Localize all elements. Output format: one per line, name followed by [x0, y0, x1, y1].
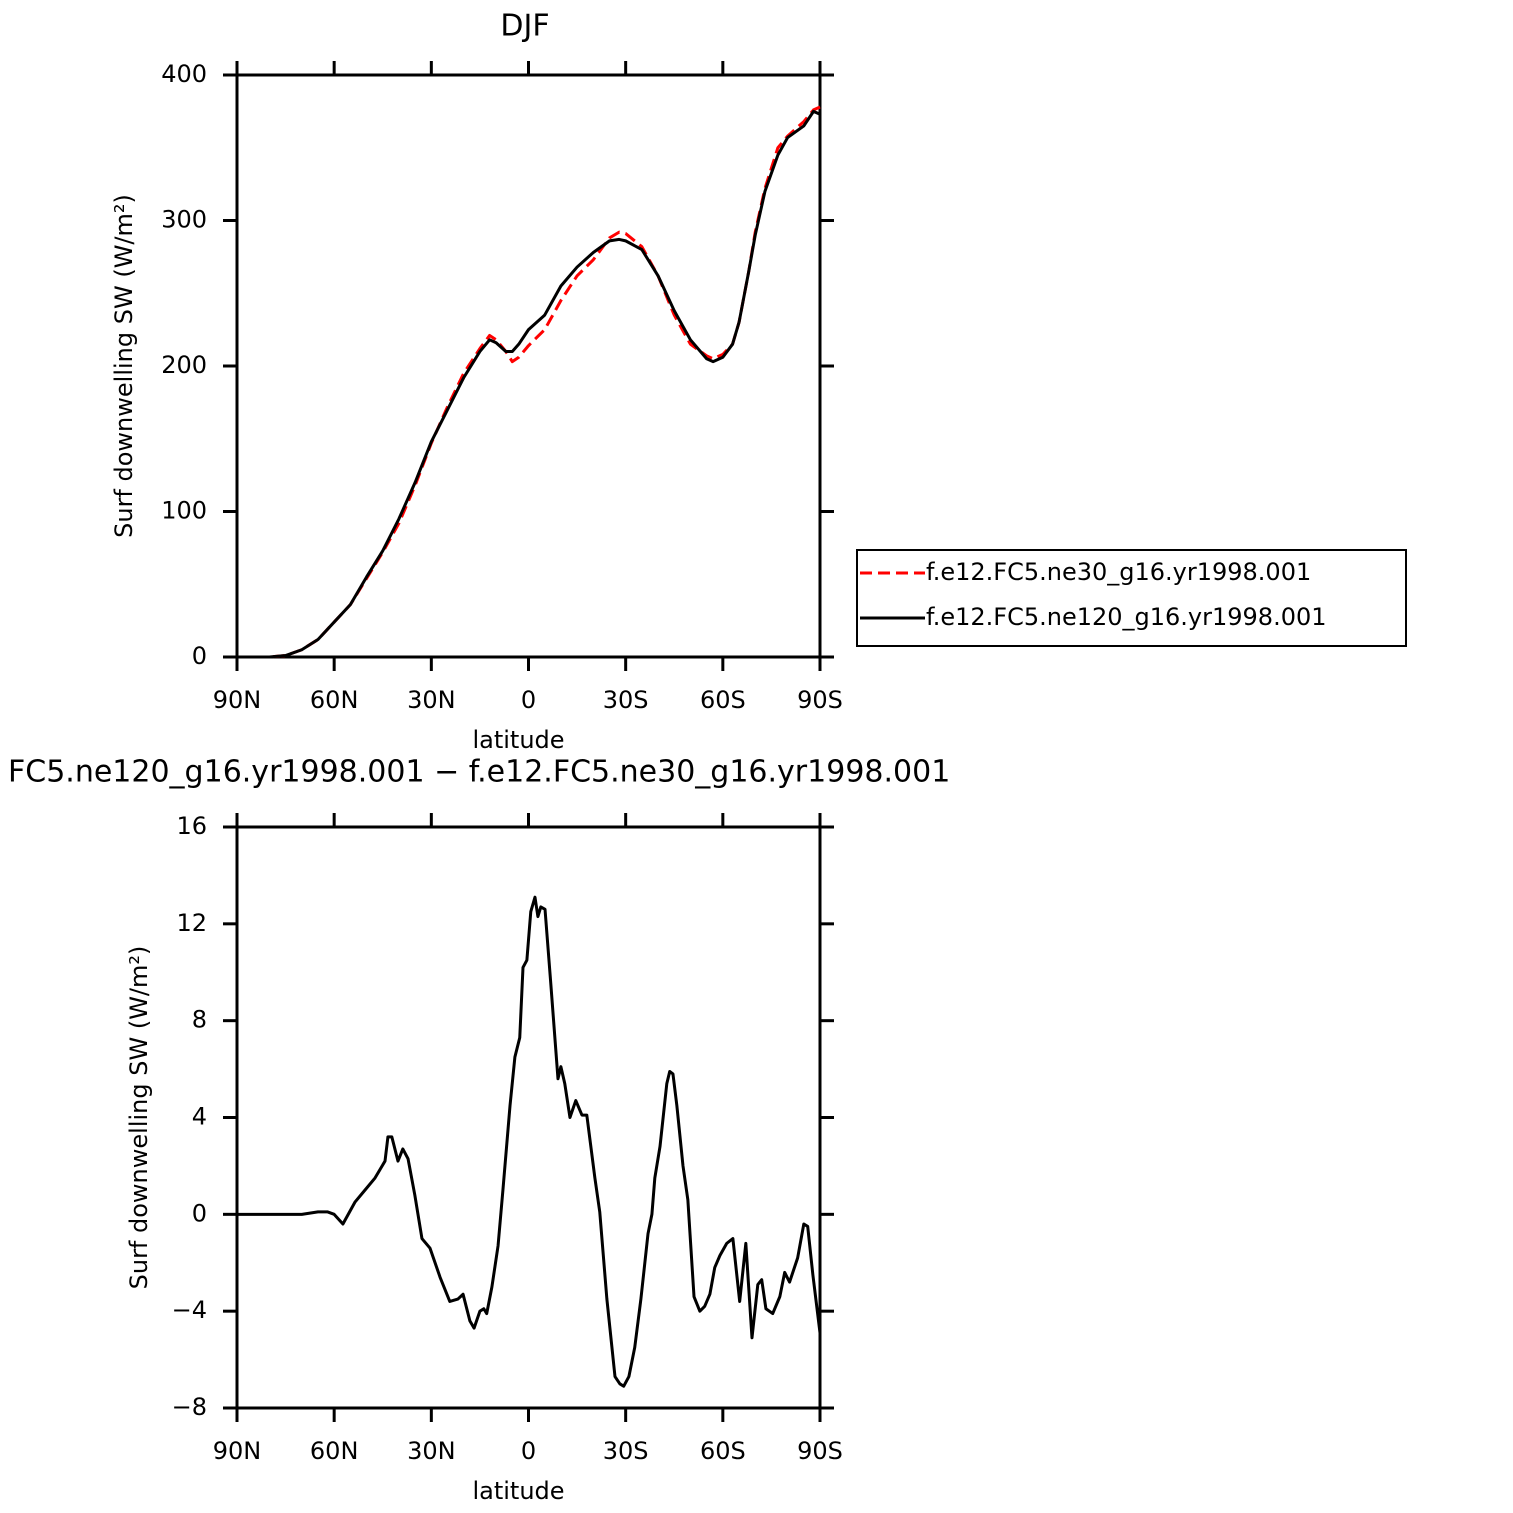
y-tick-label: −8: [172, 1393, 207, 1421]
y-tick-label: 400: [161, 60, 207, 88]
chart-title: DJF: [500, 9, 549, 44]
y-tick-label: 16: [176, 812, 207, 840]
y-tick-label: 100: [161, 497, 207, 525]
y-tick-label: 4: [192, 1103, 207, 1131]
y-tick-label: 300: [161, 206, 207, 234]
x-tick-label: 30S: [603, 686, 649, 714]
y-tick-label: 0: [192, 642, 207, 670]
x-tick-label: 90S: [797, 1437, 843, 1465]
y-axis-label: Surf downwelling SW (W/m²): [110, 194, 138, 538]
y-tick-label: 200: [161, 351, 207, 379]
x-tick-label: 0: [521, 1437, 536, 1465]
x-tick-label: 0: [521, 686, 536, 714]
x-tick-label: 30N: [407, 686, 456, 714]
plot-frame: [235, 73, 822, 659]
data-line: [237, 105, 821, 659]
x-tick-label: 30S: [603, 1437, 649, 1465]
y-tick-label: 0: [192, 1199, 207, 1227]
x-axis-label: latitude: [472, 1477, 564, 1505]
data-line: [237, 895, 822, 1388]
y-axis-label: Surf downwelling SW (W/m²): [125, 946, 153, 1290]
x-tick-label: 90N: [213, 1437, 262, 1465]
chart-title: FC5.ne120_g16.yr1998.001 − f.e12.FC5.ne3…: [8, 755, 950, 790]
x-tick-label: 60S: [700, 1437, 746, 1465]
x-tick-label: 60S: [700, 686, 746, 714]
plot-frame: [235, 825, 822, 1410]
y-tick-label: 12: [176, 909, 207, 937]
x-tick-label: 60N: [310, 1437, 359, 1465]
x-tick-label: 30N: [407, 1437, 456, 1465]
x-tick-label: 90S: [797, 686, 843, 714]
y-tick-label: 8: [192, 1006, 207, 1034]
legend-label: f.e12.FC5.ne120_g16.yr1998.001: [926, 603, 1327, 631]
legend-box: [856, 549, 1407, 647]
x-tick-label: 90N: [213, 686, 262, 714]
x-tick-label: 60N: [310, 686, 359, 714]
data-line: [237, 109, 821, 659]
legend-label: f.e12.FC5.ne30_g16.yr1998.001: [926, 558, 1311, 586]
y-tick-label: −4: [172, 1296, 207, 1324]
x-axis-label: latitude: [472, 726, 564, 754]
